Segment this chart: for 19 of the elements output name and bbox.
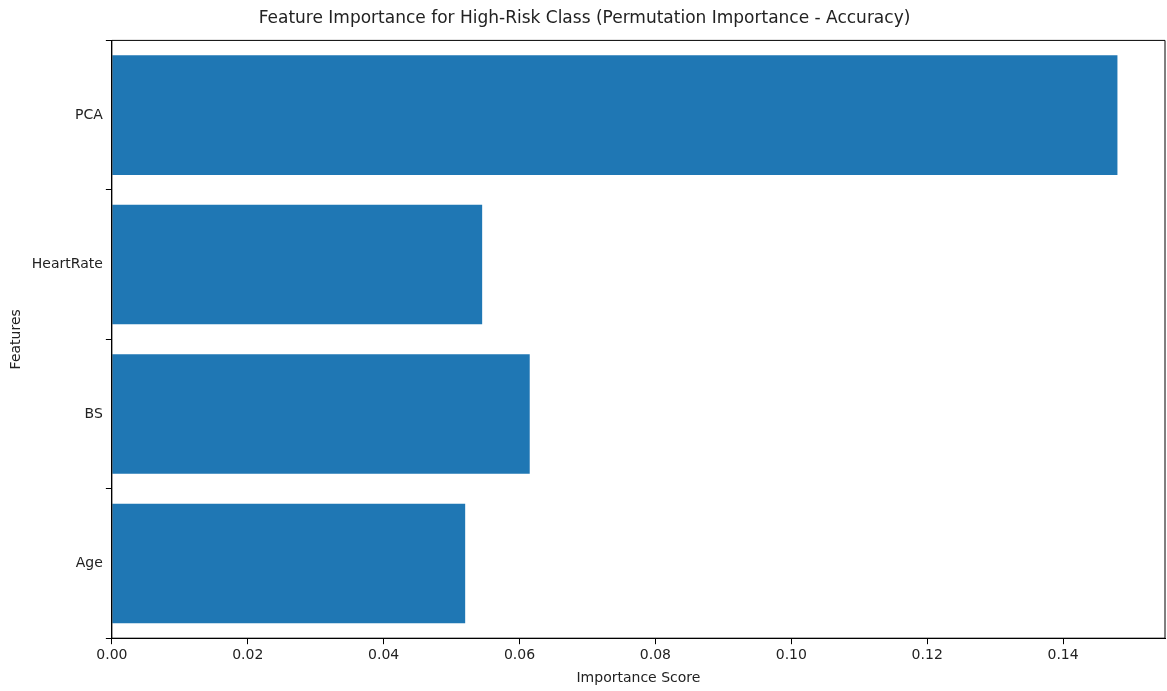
x-tick-label: 0.08: [639, 645, 672, 662]
y-tick-label: Age: [75, 554, 103, 571]
x-tick-label: 0.02: [232, 645, 264, 662]
y-tick-label: PCA: [75, 105, 104, 122]
x-axis-title: Importance Score: [576, 669, 701, 686]
x-tick-label: 0.14: [1047, 645, 1079, 662]
y-tick-label: HeartRate: [31, 255, 103, 272]
y-axis-title: Features: [7, 309, 24, 370]
bar: [112, 503, 466, 624]
x-tick-label: 0.12: [911, 645, 943, 662]
chart-title: Feature Importance for High-Risk Class (Permutation Importance - Accuracy): [258, 6, 911, 27]
bar: [112, 55, 1118, 175]
x-tick-label: 0.10: [775, 645, 807, 662]
x-tick-label: 0.04: [368, 645, 400, 662]
y-tick-label: BS: [84, 404, 103, 421]
x-tick-label: 0.00: [96, 645, 128, 662]
x-tick-label: 0.06: [503, 645, 536, 662]
bar: [112, 204, 483, 325]
bar: [112, 354, 530, 474]
